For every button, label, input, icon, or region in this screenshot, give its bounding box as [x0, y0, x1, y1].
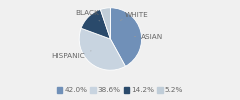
Text: ASIAN: ASIAN — [134, 34, 164, 40]
Text: HISPANIC: HISPANIC — [51, 51, 91, 59]
Wedge shape — [79, 28, 126, 70]
Wedge shape — [100, 8, 110, 39]
Text: BLACK: BLACK — [75, 10, 100, 21]
Wedge shape — [110, 8, 142, 66]
Wedge shape — [81, 10, 110, 39]
Text: WHITE: WHITE — [120, 12, 149, 20]
Legend: 42.0%, 38.6%, 14.2%, 5.2%: 42.0%, 38.6%, 14.2%, 5.2% — [54, 84, 186, 96]
